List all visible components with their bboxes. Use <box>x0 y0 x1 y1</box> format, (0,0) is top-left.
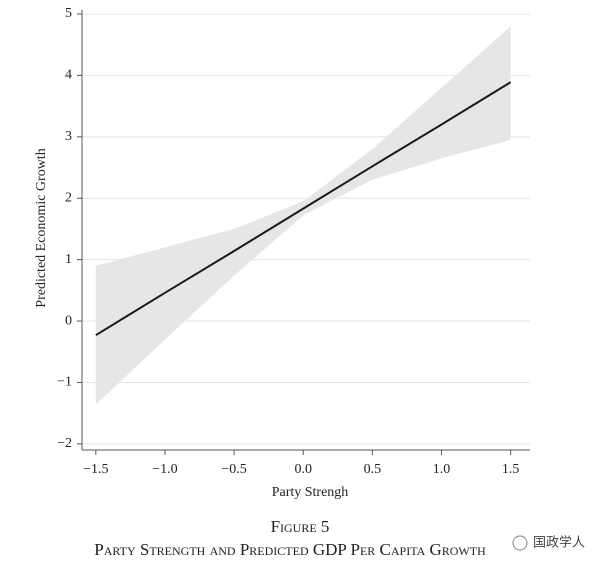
y-tick-label: −1 <box>57 375 72 390</box>
y-tick-label: 1 <box>65 252 72 267</box>
y-tick-label: 3 <box>65 129 72 144</box>
x-tick-label: 0.5 <box>364 462 382 477</box>
x-tick-label: −0.5 <box>221 462 246 477</box>
y-tick-label: −2 <box>57 436 72 451</box>
y-tick-label: 5 <box>65 6 72 21</box>
watermark-icon <box>512 535 528 551</box>
prediction-line <box>95 81 512 337</box>
x-tick-label: 1.5 <box>502 462 520 477</box>
y-tick-label: 0 <box>65 313 72 328</box>
watermark: 国政学人 <box>533 535 585 551</box>
x-tick-label: 1.0 <box>433 462 451 477</box>
figure-label: Figure 5 <box>271 517 330 536</box>
x-axis-label: Party Strengh <box>272 485 349 500</box>
figure-title: Party Strength and Predicted GDP Per Cap… <box>94 540 486 559</box>
y-tick-label: 2 <box>65 190 72 205</box>
x-tick-label: −1.5 <box>83 462 108 477</box>
x-tick-label: 0.0 <box>294 462 312 477</box>
confidence-band <box>95 26 511 405</box>
y-axis-label: Predicted Economic Growth <box>34 148 49 307</box>
x-tick-label: −1.0 <box>152 462 177 477</box>
y-tick-label: 4 <box>65 68 72 83</box>
